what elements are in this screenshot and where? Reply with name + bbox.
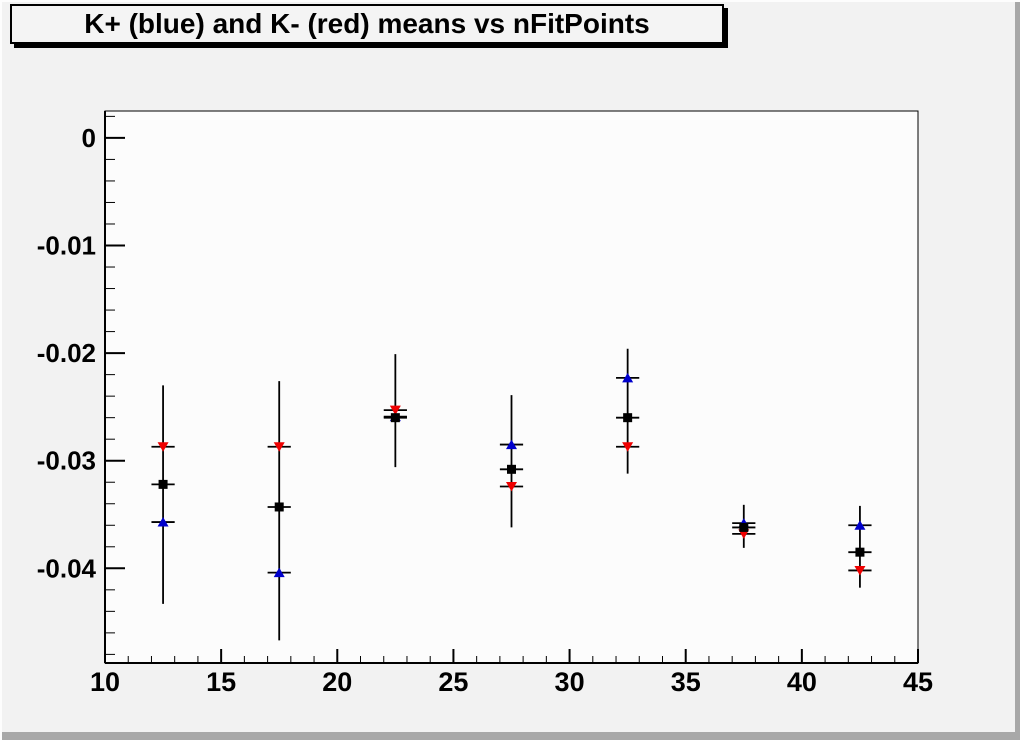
x-tick-label: 15: [206, 667, 236, 697]
mean-marker: [855, 547, 865, 557]
k-plus-marker: [854, 520, 866, 530]
x-tick-label: 45: [903, 667, 933, 697]
k-minus-marker: [157, 442, 169, 452]
k-plus-marker: [506, 439, 517, 450]
k-plus-marker: [273, 567, 285, 578]
y-tick-label: -0.01: [37, 231, 96, 261]
x-tick-label: 10: [90, 667, 120, 697]
k-minus-marker: [273, 442, 285, 452]
mean-marker: [623, 413, 633, 423]
mean-marker: [507, 464, 516, 474]
k-plus-marker: [157, 517, 169, 527]
k-minus-marker: [506, 482, 517, 492]
x-tick-label: 25: [438, 667, 468, 697]
title-box: K+ (blue) and K- (red) means vs nFitPoin…: [10, 4, 724, 44]
title-text: K+ (blue) and K- (red) means vs nFitPoin…: [84, 8, 650, 39]
x-tick-label: 30: [555, 667, 585, 697]
mean-marker: [390, 413, 400, 423]
plot-frame: [104, 110, 919, 664]
y-tick-label: 0: [82, 123, 96, 153]
x-tick-label: 35: [671, 667, 701, 697]
k-minus-marker: [622, 442, 634, 452]
x-tick-label: 20: [322, 667, 352, 697]
y-tick-label: -0.02: [37, 338, 96, 368]
y-tick-label: -0.03: [37, 446, 96, 476]
x-tick-label: 40: [787, 667, 817, 697]
y-tick-label: -0.04: [37, 553, 97, 583]
mean-marker: [739, 522, 749, 532]
k-plus-marker: [622, 372, 634, 383]
mean-marker: [158, 479, 168, 489]
k-minus-marker: [854, 565, 866, 576]
k-minus-marker: [389, 405, 401, 416]
mean-marker: [274, 502, 284, 512]
